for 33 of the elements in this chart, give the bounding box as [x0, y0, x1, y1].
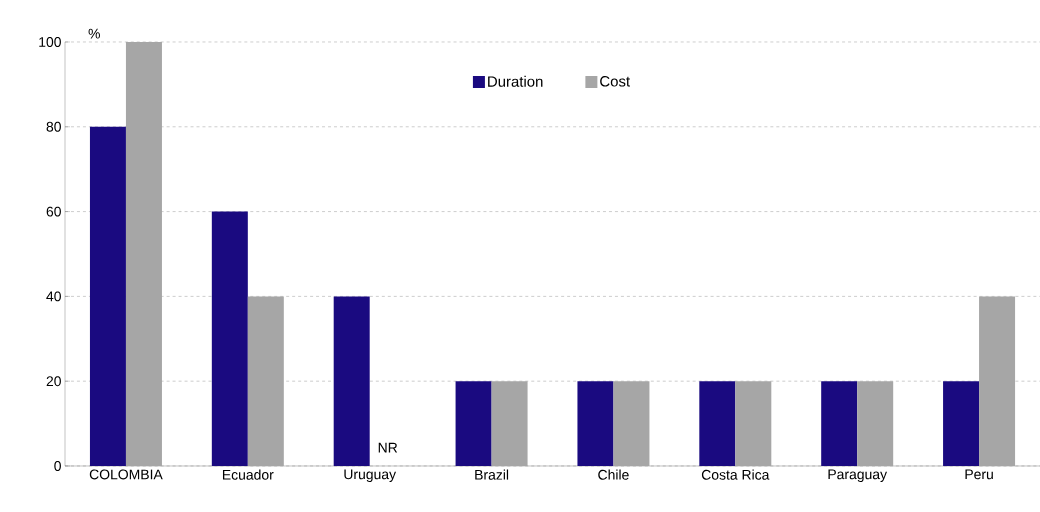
x-tick-label: Brazil: [475, 469, 509, 480]
legend-label: Duration: [488, 75, 543, 87]
x-tick-label: Ecuador: [222, 469, 274, 480]
x-tick-label: Paraguay: [828, 469, 888, 482]
y-tick-label: 0: [54, 461, 61, 471]
y-tick-label: 60: [46, 206, 61, 217]
bar: [613, 381, 650, 466]
bar: [455, 381, 492, 466]
y-tick-label: 80: [46, 121, 61, 132]
bar: [699, 381, 736, 466]
x-tick-label: Chile: [598, 469, 629, 480]
bar: [333, 296, 370, 466]
bar: [943, 381, 980, 466]
y-tick-label: 20: [46, 376, 61, 387]
bar: [857, 381, 894, 466]
bar: [821, 381, 858, 466]
y-tick-label: 100: [39, 37, 61, 47]
bar: [979, 296, 1016, 466]
bar: [89, 126, 126, 466]
bar: [247, 296, 284, 466]
x-tick-label: Costa Rica: [701, 469, 770, 480]
bar: [577, 381, 614, 466]
x-tick-label: Peru: [965, 469, 993, 480]
x-tick-label: COLOMBIA: [89, 469, 163, 480]
bar: [125, 41, 162, 466]
y-tick-label: 40: [46, 291, 61, 302]
legend-label: Cost: [600, 76, 630, 87]
bar: [211, 211, 248, 466]
bar: [491, 381, 528, 466]
annotation: NR: [378, 442, 398, 453]
bar: [735, 381, 772, 466]
y-axis-title: %: [88, 28, 100, 39]
x-tick-label: Uruguay: [344, 469, 397, 482]
